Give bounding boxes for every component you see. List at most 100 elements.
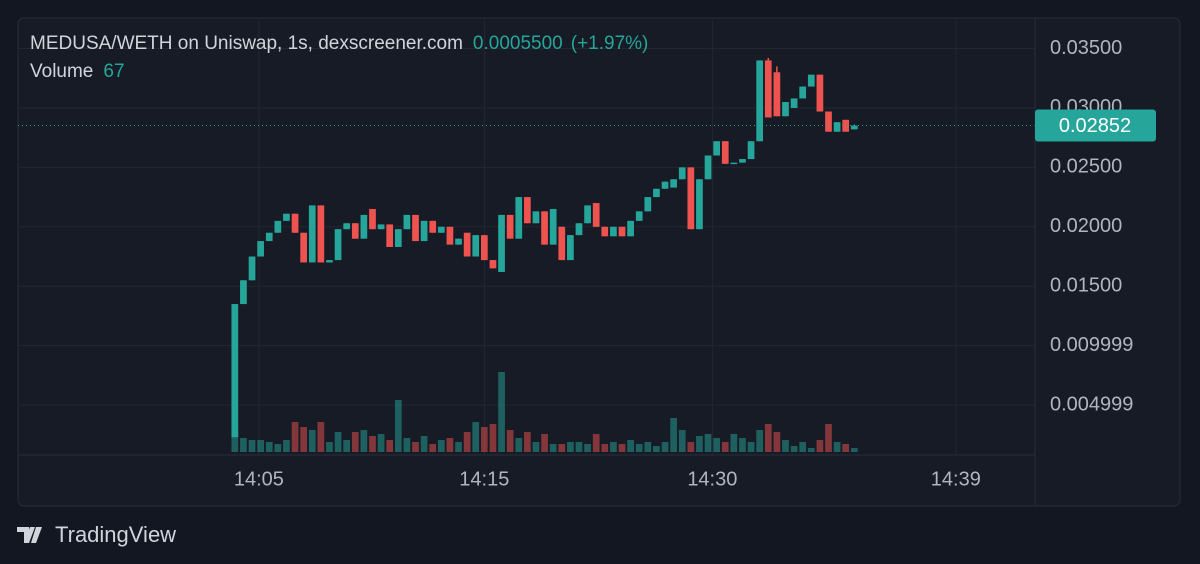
volume-bar (308, 430, 316, 452)
candle-body (696, 179, 703, 230)
candle-body (274, 220, 282, 233)
candle-body (721, 141, 729, 164)
volume-bar (463, 432, 471, 452)
candle-body (446, 226, 454, 245)
grid (18, 20, 1035, 455)
volume-bar (532, 442, 540, 452)
candle-body (635, 211, 643, 221)
candle-body (549, 208, 557, 245)
candle-body (756, 60, 764, 142)
header-change: (+1.97%) (571, 33, 649, 54)
volume-bar (816, 440, 824, 452)
candle-body (790, 98, 798, 108)
chart-title: MEDUSA/WETH on Uniswap, 1s, dexscreener.… (30, 33, 463, 54)
candle-body (644, 197, 652, 212)
candle-body (773, 72, 781, 117)
candle-body (369, 208, 376, 230)
candle-body (403, 214, 411, 230)
candle-body (265, 232, 273, 242)
x-tick-label: 14:05 (234, 468, 284, 490)
volume-bar (610, 442, 617, 452)
volume-bar (807, 448, 815, 452)
volume-bar (782, 440, 789, 452)
volume-bar (790, 446, 798, 452)
candle-body (308, 205, 316, 263)
candle-body (283, 213, 290, 221)
volume-bar (274, 444, 282, 452)
candle-body (816, 74, 824, 112)
candle-body (412, 214, 419, 242)
candle-body (506, 214, 514, 239)
volume-bar (412, 442, 419, 452)
volume-bar (833, 442, 841, 452)
candle-body (317, 205, 325, 263)
volume-bar (644, 442, 652, 452)
volume-bar (240, 438, 247, 452)
candle-body (670, 179, 677, 188)
candle-body (618, 226, 626, 237)
volume-bar (713, 438, 721, 452)
candle-body (850, 125, 858, 130)
volume-bar (429, 444, 437, 452)
volume-bar (326, 442, 333, 452)
x-tick-label: 14:30 (687, 468, 737, 490)
y-tick-label: 0.004999 (1050, 393, 1133, 415)
volume-bar (739, 438, 746, 452)
volume-bar (584, 444, 591, 452)
volume-bar (627, 440, 634, 452)
volume-bar (455, 442, 462, 452)
candle-body (627, 220, 634, 237)
volume-bar (618, 444, 626, 452)
volume-bar (265, 442, 273, 452)
candle-body (687, 167, 695, 230)
volume-bar (567, 442, 574, 452)
volume-bar (480, 427, 488, 452)
candle-body (532, 211, 540, 224)
candle-body (291, 213, 299, 233)
volume-bar (515, 438, 523, 452)
volume-bar (248, 440, 256, 452)
candle-body (592, 203, 600, 227)
y-tick-label: 0.03500 (1050, 37, 1122, 59)
volume-bar (472, 422, 480, 452)
volume-bar (747, 442, 755, 452)
candle-body (480, 235, 488, 261)
y-tick-label: 0.01500 (1050, 275, 1122, 297)
candle-body (601, 226, 609, 237)
volume-bar (773, 432, 781, 452)
volume-bar (446, 438, 454, 452)
candle-body (730, 162, 738, 165)
volume-bar (575, 442, 583, 452)
logo-mark (17, 527, 42, 543)
volume-bar (231, 430, 239, 452)
volume-bar (696, 436, 703, 452)
volume-bar (437, 440, 445, 452)
candle-body (386, 224, 394, 248)
volume-label: Volume (30, 61, 93, 82)
volume-bar (850, 448, 858, 452)
volume-bar (351, 432, 359, 452)
volume-bar (369, 436, 376, 452)
candle-body (472, 235, 480, 257)
volume-bar (541, 434, 548, 452)
y-tick-label: 0.02000 (1050, 215, 1122, 237)
plot (18, 58, 1035, 438)
volume-bar (549, 444, 557, 452)
candle-body (231, 304, 239, 438)
volume-bar (704, 434, 712, 452)
candle-body (515, 197, 523, 239)
candle-body (799, 86, 807, 99)
candle-body (463, 232, 471, 257)
candle-body (498, 214, 505, 272)
candle-body (429, 220, 437, 233)
candle-body (833, 122, 841, 132)
candle-body (377, 224, 385, 230)
candle-body (842, 119, 850, 132)
candle-body (825, 111, 832, 132)
candle-body (524, 197, 531, 224)
volume-bar (678, 430, 686, 452)
volume-bar (601, 444, 609, 452)
candle-body (678, 167, 686, 180)
volume-pane (231, 372, 858, 452)
